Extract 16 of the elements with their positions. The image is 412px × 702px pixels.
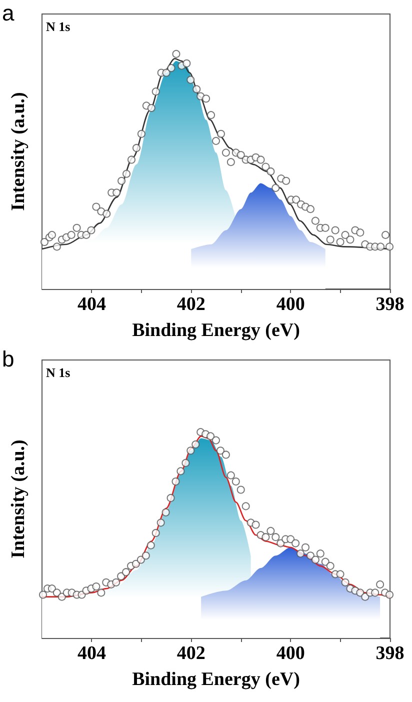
- x-axis-title: Binding Energy (eV): [132, 669, 300, 690]
- x-tick-label: 398: [376, 643, 404, 664]
- x-tick-label: 402: [176, 294, 206, 315]
- x-axis-title: Binding Energy (eV): [132, 320, 300, 341]
- x-tick-label: 400: [276, 643, 305, 664]
- x-tick-label: 404: [77, 643, 106, 664]
- chart-title: a: [2, 0, 15, 26]
- text: N 1s: [46, 19, 70, 34]
- x-tick-label: 402: [176, 643, 206, 664]
- chart-title: b: [2, 346, 14, 372]
- x-tick-label: 404: [77, 294, 106, 315]
- text: N 1s: [46, 365, 70, 380]
- y-axis-title: Intensity (a.u.): [8, 440, 29, 558]
- y-axis-title: Intensity (a.u.): [8, 92, 29, 211]
- x-tick-label: 398: [376, 294, 404, 315]
- x-tick-label: 400: [276, 294, 305, 315]
